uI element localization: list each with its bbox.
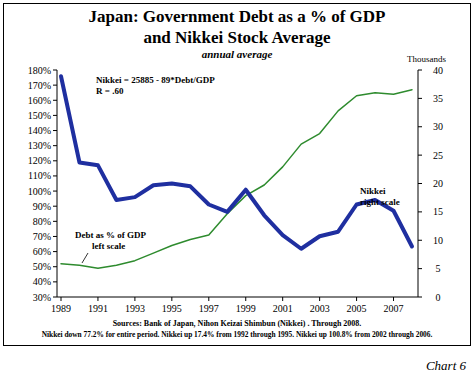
y-tick-label: 170% — [28, 80, 51, 91]
y2-tick — [418, 211, 422, 212]
y2-tick-label: 40 — [433, 65, 443, 76]
x-tick-label: 2001 — [273, 303, 293, 314]
y-tick — [53, 221, 57, 222]
y-tick-label: 140% — [28, 125, 51, 136]
x-tick — [134, 297, 135, 301]
y-tick — [53, 175, 57, 176]
y2-tick-label: 10 — [433, 235, 443, 246]
y-tick — [53, 266, 57, 267]
x-tick — [282, 297, 283, 301]
y-tick-label: 40% — [33, 276, 51, 287]
y-tick-label: 90% — [33, 201, 51, 212]
y-tick-label: 60% — [33, 246, 51, 257]
annotation: right scale — [360, 197, 400, 207]
subtitle: annual average — [202, 48, 273, 60]
y2-tick — [418, 126, 422, 127]
x-tick-label: 1997 — [199, 303, 219, 314]
x-tick-label: 1989 — [51, 303, 71, 314]
x-tick — [97, 297, 98, 301]
plot-area — [61, 76, 412, 268]
y-tick — [53, 281, 57, 282]
y2-tick-label: 5 — [436, 263, 441, 274]
x-tick — [171, 297, 172, 301]
y2-tick — [418, 70, 422, 71]
y-tick — [53, 191, 57, 192]
y2-tick — [418, 155, 422, 156]
y-tick — [53, 115, 57, 116]
x-axis-line — [57, 297, 418, 298]
note: Nikkei down 77.2% for entire period. Nik… — [42, 330, 433, 339]
y2-tick-label: 25 — [433, 150, 443, 161]
y2-tick-label: 15 — [433, 206, 443, 217]
y2-tick — [418, 98, 422, 99]
y-tick — [53, 85, 57, 86]
y2-axis-label: Thousands — [407, 54, 446, 64]
x-tick-label: 2003 — [310, 303, 330, 314]
series-label: Debt as % of GDP — [75, 230, 146, 240]
y-tick-label: 180% — [28, 65, 51, 76]
y-tick-label: 110% — [28, 170, 51, 181]
series-line — [61, 90, 412, 269]
y2-tick — [418, 240, 422, 241]
y-tick — [53, 236, 57, 237]
y-tick — [53, 70, 57, 71]
x-tick-label: 1995 — [162, 303, 182, 314]
annotation: R = .60 — [96, 86, 124, 96]
chart-label: Chart 6 — [426, 358, 467, 373]
y2-tick-label: 30 — [433, 121, 443, 132]
x-tick — [245, 297, 246, 301]
y-tick-label: 100% — [28, 186, 51, 197]
annotation: Nikkei = 25885 - 89*Debt/GDP — [96, 75, 215, 85]
y2-tick-label: 35 — [433, 93, 443, 104]
y-axis-line — [57, 70, 58, 297]
y-tick — [53, 130, 57, 131]
y-tick-label: 80% — [33, 216, 51, 227]
y-tick — [53, 297, 57, 298]
y2-tick — [418, 268, 422, 269]
x-tick — [393, 297, 394, 301]
x-tick — [208, 297, 209, 301]
y-tick-label: 50% — [33, 261, 51, 272]
y-tick — [53, 206, 57, 207]
y-tick — [53, 100, 57, 101]
y-tick-label: 150% — [28, 110, 51, 121]
annotations: Nikkei = 25885 - 89*Debt/GDPR = .60 left … — [75, 75, 400, 263]
y2-tick-label: 0 — [436, 292, 441, 303]
x-tick-label: 1991 — [88, 303, 108, 314]
annotation: left scale — [92, 241, 125, 251]
x-tick-label: 1993 — [125, 303, 145, 314]
title: and Nikkei Stock Average — [143, 28, 331, 47]
note: Sources: Bank of Japan, Nihon Keizai Shi… — [113, 319, 362, 328]
y-tick-label: 70% — [33, 231, 51, 242]
x-tick-label: 2005 — [347, 303, 367, 314]
y-tick-label: 160% — [28, 95, 51, 106]
title: Japan: Government Debt as a % of GDP — [88, 7, 385, 26]
y-tick — [53, 251, 57, 252]
x-tick — [61, 297, 62, 301]
series-line — [61, 76, 412, 249]
x-tick-label: 2007 — [384, 303, 404, 314]
y-tick — [53, 160, 57, 161]
x-tick — [319, 297, 320, 301]
y-tick — [53, 145, 57, 146]
y2-tick-label: 20 — [433, 178, 443, 189]
y-tick-label: 30% — [33, 292, 51, 303]
x-tick-label: 1999 — [236, 303, 256, 314]
leader-line — [82, 253, 88, 263]
frame — [4, 4, 471, 346]
axes: 30% 40% 50% 60% 70% 80% 90% 100% 110% 120% 130% 140… — [28, 65, 443, 315]
y2-tick — [418, 183, 422, 184]
y-tick-label: 120% — [28, 155, 51, 166]
series-label: Nikkei — [360, 186, 386, 196]
y2-tick — [418, 297, 422, 298]
y-tick-label: 130% — [28, 140, 51, 151]
x-tick — [356, 297, 357, 301]
chart: Japan: Government Debt as a % of GDP and … — [0, 0, 474, 380]
